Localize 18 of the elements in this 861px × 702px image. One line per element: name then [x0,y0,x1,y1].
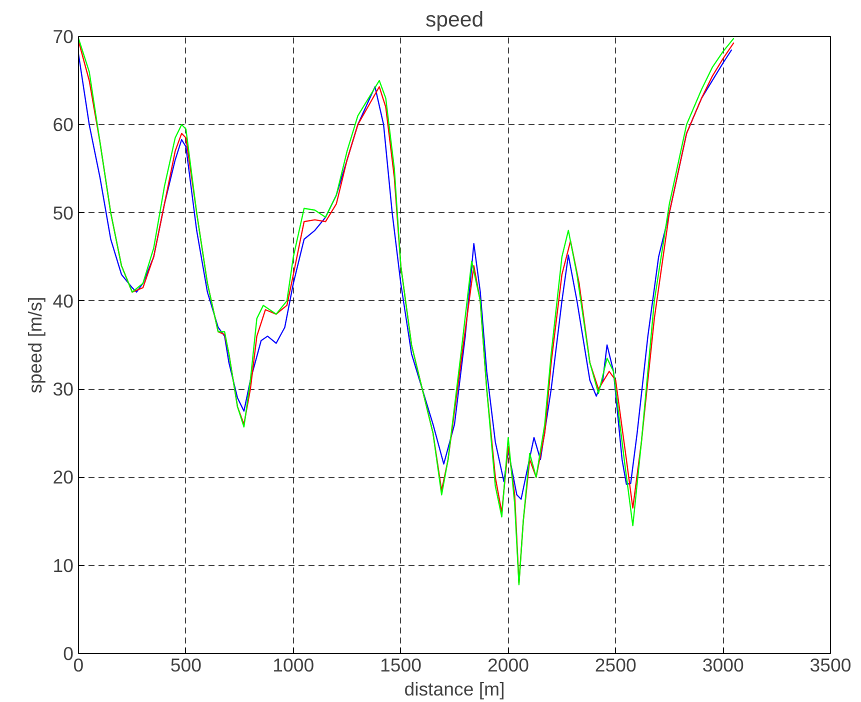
line-series [78,49,732,500]
y-tick-label: 60 [52,114,74,136]
chart-title: speed [425,8,484,32]
x-tick-label: 3000 [702,654,744,676]
x-tick-label: 1500 [380,654,422,676]
y-axis-title: speed [m/s] [24,296,46,394]
y-tick-label: 40 [52,290,74,312]
y-tick-label: 20 [52,466,74,488]
x-tick-label: 3500 [810,654,852,676]
x-tick-label: 2000 [487,654,529,676]
x-axis-title: distance [m] [404,678,505,700]
y-tick-label: 70 [52,26,74,47]
y-tick-label: 50 [52,202,74,224]
y-tick-label: 30 [52,378,74,400]
x-tick-label: 1000 [272,654,314,676]
y-tick-label: 10 [52,554,74,576]
x-tick-label: 2500 [594,654,636,676]
x-tick-label: 500 [170,654,202,676]
